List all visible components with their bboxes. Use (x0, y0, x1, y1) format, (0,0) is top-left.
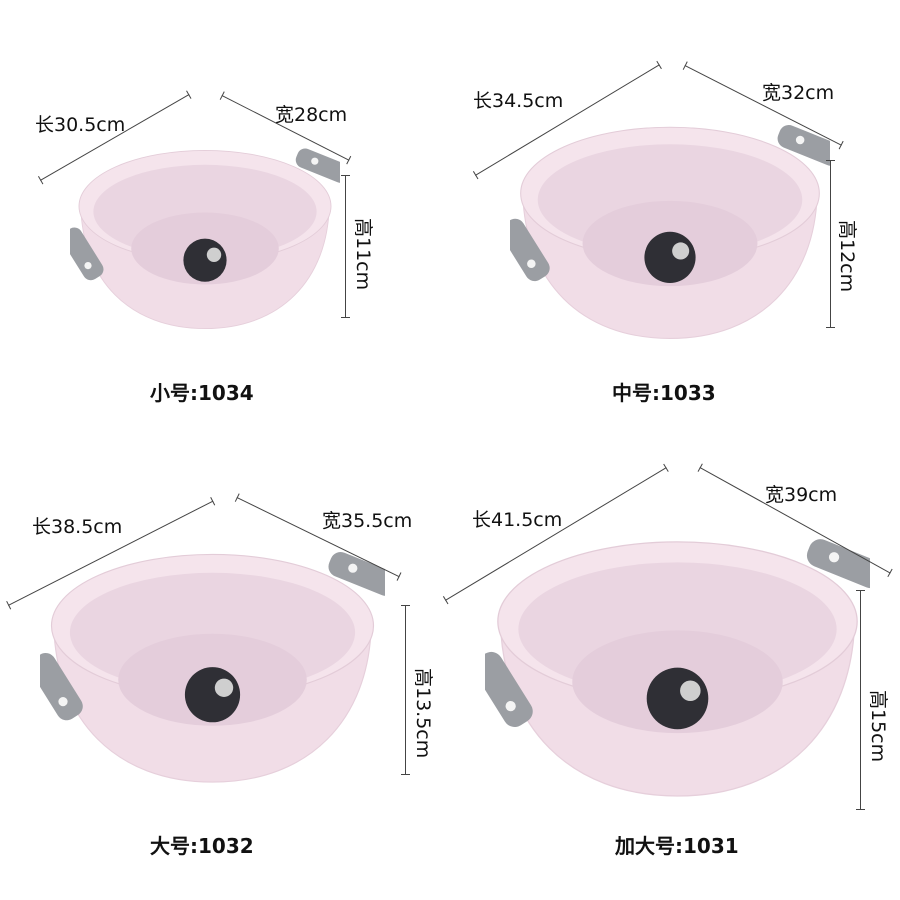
label-sticker (644, 231, 696, 283)
label-sticker (646, 667, 709, 730)
handle-left (485, 651, 533, 727)
length-label: 长34.5cm (473, 90, 564, 112)
handle-left-hole (84, 262, 92, 270)
handle-right-hole (311, 157, 319, 165)
height-dimension-line (341, 175, 350, 318)
handle-right (295, 148, 340, 183)
handle-left (510, 218, 550, 282)
handle-right-hole (348, 563, 358, 573)
model-caption: 中号:1033 (612, 381, 716, 405)
basin-medium-image (510, 124, 830, 339)
height-label: 高15cm (867, 690, 889, 763)
handle-left (70, 227, 104, 281)
sticker-logo (206, 247, 222, 262)
handle-right-hole (795, 135, 805, 145)
basin-xlarge-image (485, 539, 870, 797)
sticker-logo (672, 242, 690, 260)
handle-right (777, 124, 830, 166)
height-label: 高11cm (352, 218, 374, 291)
sticker-logo (680, 680, 701, 701)
height-label: 高13.5cm (412, 668, 434, 759)
label-sticker (184, 667, 241, 723)
model-caption: 加大号:1031 (615, 834, 739, 858)
handle-left-hole (505, 701, 516, 712)
width-label: 宽39cm (765, 484, 838, 506)
length-label: 长38.5cm (32, 516, 123, 538)
height-dimension-line (401, 605, 410, 775)
width-label: 宽28cm (275, 104, 348, 126)
label-sticker (183, 238, 227, 282)
handle-right (806, 539, 870, 589)
handle-right (328, 551, 385, 596)
height-dimension-line (856, 590, 865, 810)
handle-right-hole (828, 552, 840, 563)
model-caption: 小号:1034 (150, 381, 254, 405)
handle-left-hole (527, 259, 536, 269)
width-label: 宽32cm (762, 82, 835, 104)
basin-small-image (70, 148, 340, 330)
width-label: 宽35.5cm (322, 510, 413, 532)
model-caption: 大号:1032 (150, 834, 254, 858)
basin-large-image (40, 551, 385, 783)
height-dimension-line (826, 160, 835, 328)
length-label: 长30.5cm (35, 114, 126, 136)
height-label: 高12cm (836, 220, 858, 293)
handle-left-hole (58, 697, 68, 707)
handle-left (40, 653, 83, 721)
length-label: 长41.5cm (472, 509, 563, 531)
sticker-logo (214, 678, 234, 697)
